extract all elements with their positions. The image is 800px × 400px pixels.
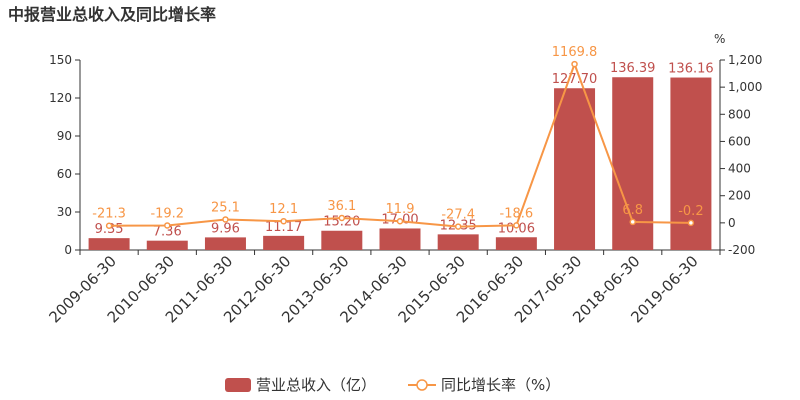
right-tick-label: 1,200 [728,53,762,67]
growth-point [513,222,520,229]
line-data-label: 12.1 [269,202,298,217]
line-data-label: -18.6 [500,206,534,221]
line-data-label: -19.2 [150,206,184,221]
revenue-bar [263,235,305,250]
line-data-label: -21.3 [92,207,126,222]
growth-point [454,223,462,230]
growth-point [164,222,171,229]
growth-point [396,217,404,225]
right-tick-label: 400 [728,162,751,176]
legend-bar-label: 营业总收入（亿） [256,376,376,394]
legend-bar-swatch [225,378,251,392]
legend-line-label: 同比增长率（%） [441,376,560,394]
right-tick-label: 600 [728,134,751,148]
revenue-bar [146,240,188,250]
right-tick-label: 800 [728,107,751,121]
line-data-label: 36.1 [327,199,356,214]
bar-data-label: 136.39 [610,61,656,76]
growth-point [280,217,287,225]
line-data-label: 1169.8 [552,45,598,60]
revenue-bar [379,228,421,250]
line-data-label: -0.2 [678,204,703,219]
left-tick-label: 0 [64,243,72,257]
line-data-label: 6.8 [622,203,643,218]
growth-point [687,219,695,227]
line-data-label: -27.4 [441,208,475,223]
revenue-bar [321,230,363,250]
line-series: -21.3 -19.2 25.1 12.1 36.1 11.9 -27.4 -18.6 1169… [92,45,704,230]
growth-point [338,214,346,222]
line-data-label: 25.1 [211,200,240,215]
left-tick-label: 150 [49,53,72,67]
revenue-bar [495,237,537,250]
bar-data-label: 7.36 [153,225,182,240]
legend[interactable]: 营业总收入（亿） 同比增长率（%） [225,376,560,394]
chart-title: 中报营业总收入及同比增长率 [8,5,216,24]
left-tick-label: 60 [57,167,72,181]
bar-data-label: 9.96 [211,221,240,236]
bar-data-label: 11.17 [265,220,302,235]
growth-point [629,218,636,226]
right-axis-unit: % [714,32,725,46]
right-tick-label: -200 [728,243,755,257]
right-tick-label: 1,000 [728,80,762,94]
bar-data-label: 127.70 [552,72,598,87]
x-axis-ticks: 2009-06-302010-06-302011-06-302012-06-30… [46,250,721,326]
left-tick-label: 120 [49,91,72,105]
revenue-bar [437,234,479,250]
right-tick-label: 200 [728,189,751,203]
bar-data-label: 136.16 [668,62,714,77]
right-tick-label: 0 [728,216,736,230]
growth-point [105,222,113,229]
legend-line-marker [416,379,428,391]
line-data-label: 11.9 [386,202,415,217]
revenue-bar [554,88,596,250]
revenue-bar [88,238,130,250]
left-tick-label: 30 [57,205,72,219]
growth-point [222,216,229,223]
revenue-bar [204,237,246,250]
growth-point [571,60,578,68]
left-tick-label: 90 [57,129,72,143]
